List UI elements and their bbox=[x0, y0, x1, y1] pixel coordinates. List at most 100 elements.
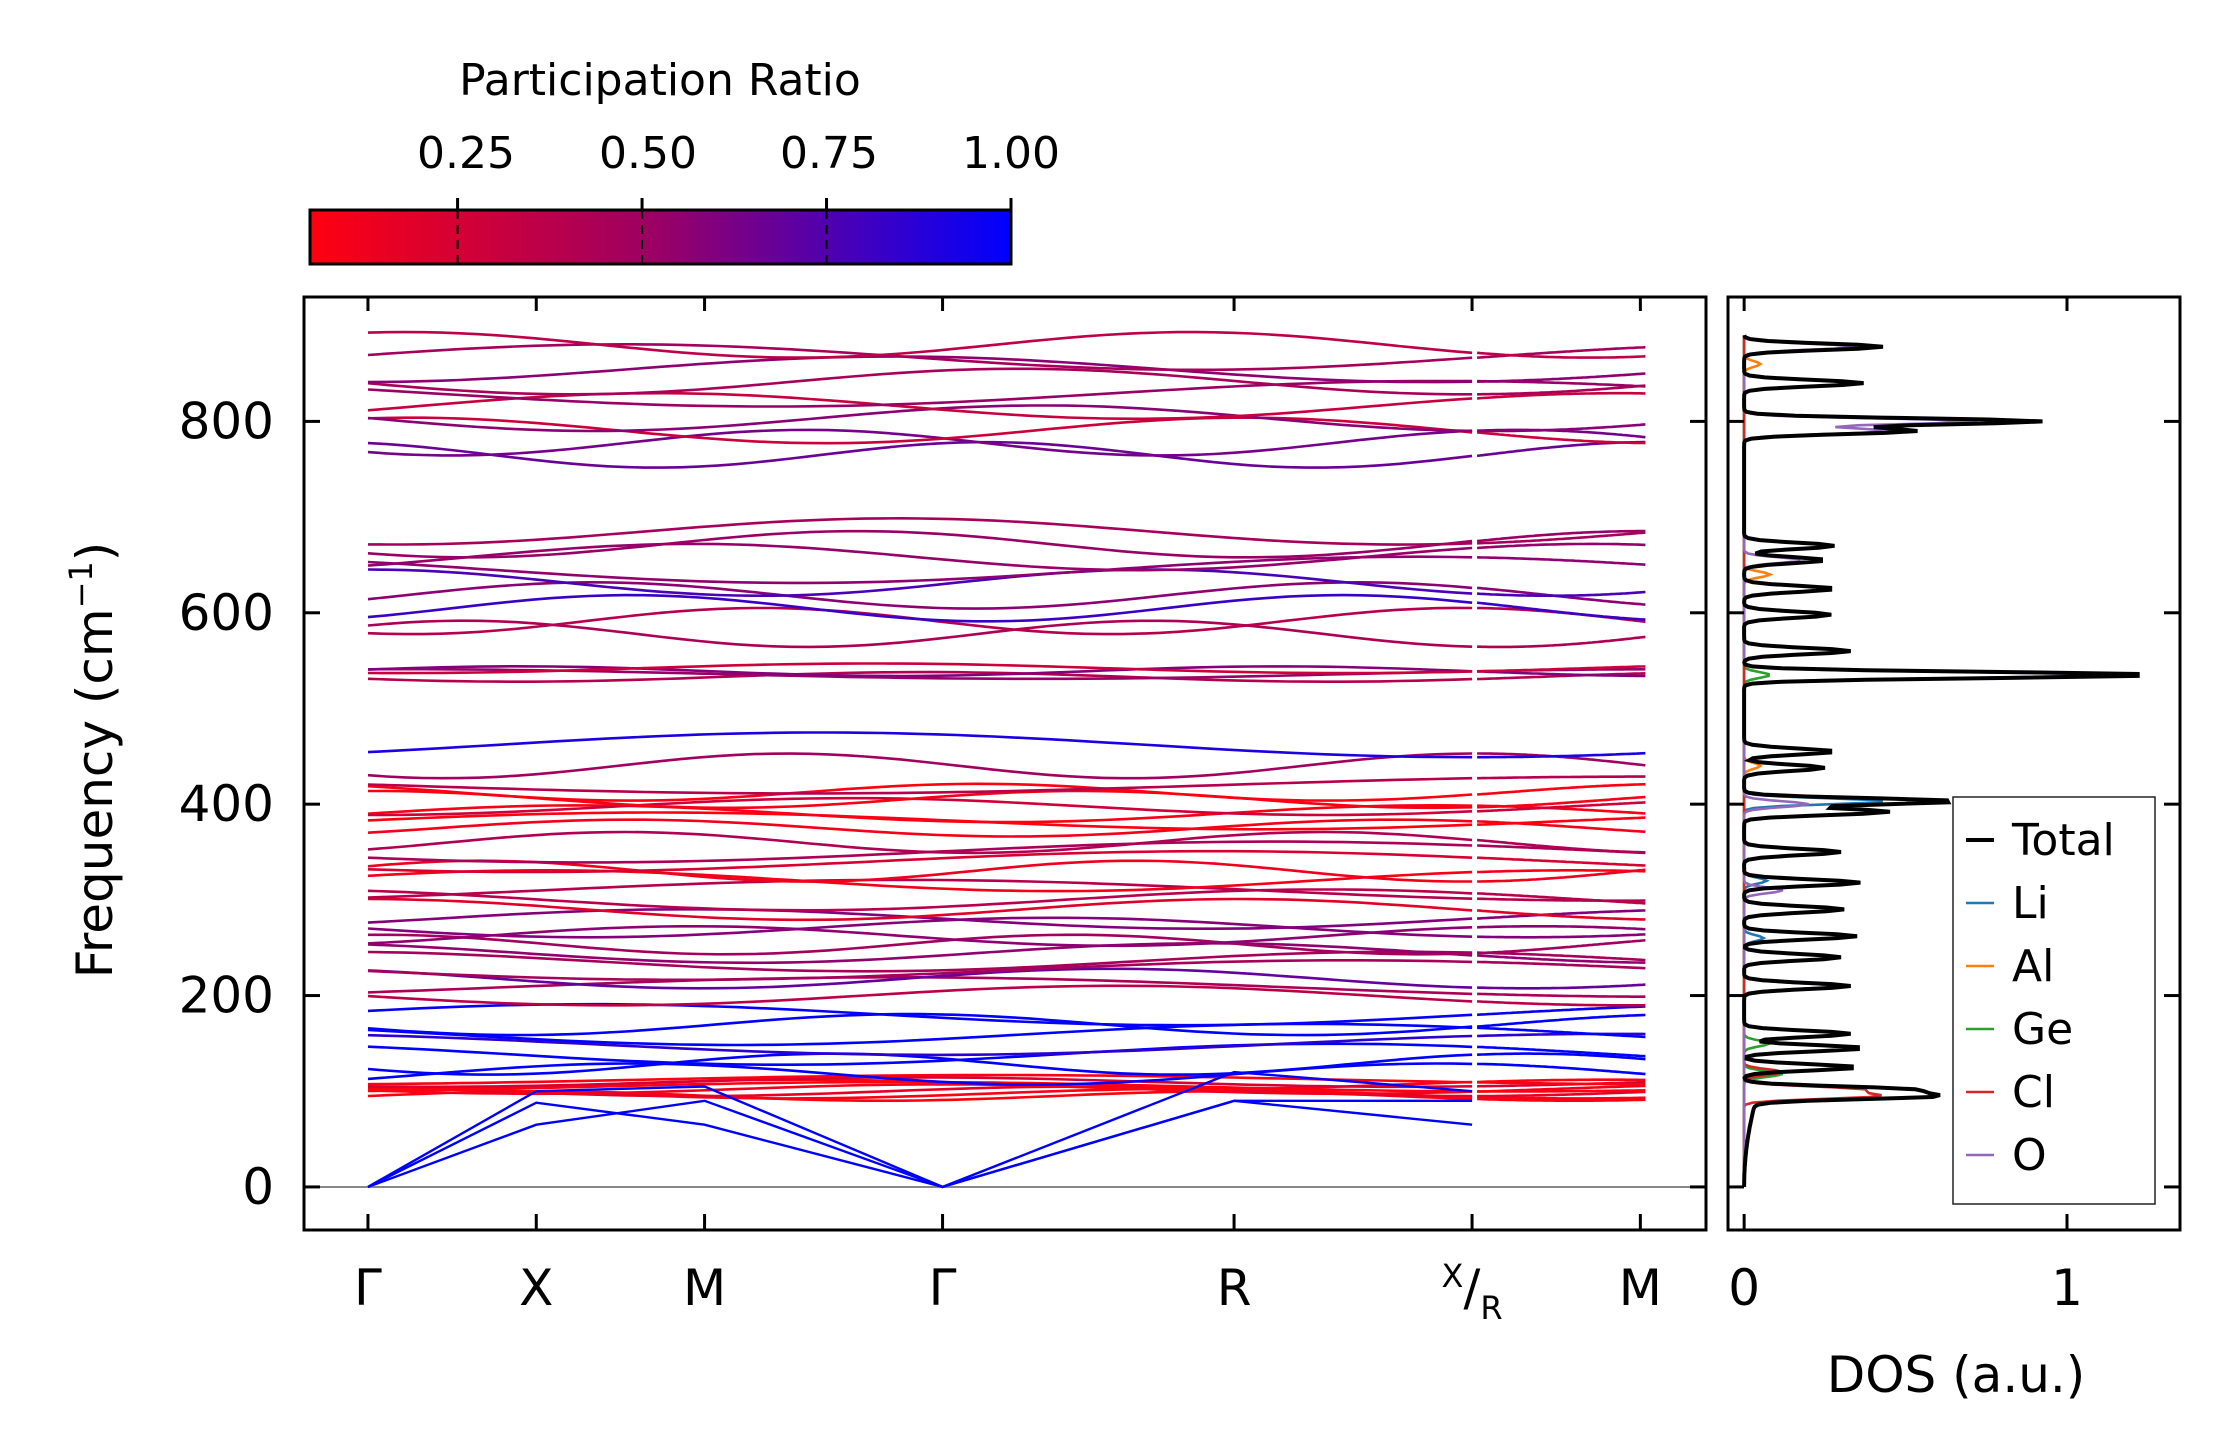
optical-band-O-band-2 bbox=[1477, 423, 1646, 433]
band-structure-panel: 0 200 400 600 800 Γ X M Γ R X/R M Frequency (cm−1) bbox=[62, 295, 1708, 1327]
k-point-label: M bbox=[1619, 1259, 1662, 1317]
y-tick-label: 200 bbox=[179, 967, 274, 1025]
optical-band-low-optic bbox=[1477, 1095, 1646, 1100]
optical-band-mid-optic-3 bbox=[367, 849, 1473, 874]
optical-band-low-optic bbox=[1477, 1089, 1646, 1093]
optical-band-O-band-1 bbox=[367, 606, 1473, 636]
y-tick-label: 800 bbox=[179, 392, 274, 450]
optical-band-O-band-1 bbox=[1476, 529, 1646, 543]
optical-band-O-band-1 bbox=[1477, 531, 1646, 545]
optical-band-O-band-1 bbox=[367, 516, 1473, 546]
colorbar: Participation Ratio 0.25 0.50 0.75 1.00 bbox=[308, 55, 1060, 266]
optical-band-O-band-2 bbox=[367, 330, 1473, 359]
legend-label-cl: Cl bbox=[2012, 1067, 2055, 1118]
optical-band-top-optic-1 bbox=[1477, 751, 1646, 759]
optical-band-low-optic bbox=[1477, 1081, 1646, 1086]
optical-band-top-optic-1 bbox=[367, 752, 1473, 780]
optical-band-Ge-O-band bbox=[1477, 670, 1646, 678]
optical-band-O-band-2 bbox=[367, 342, 1473, 372]
optical-band-O-band-1 bbox=[367, 568, 1473, 597]
optical-band-top-optic-1 bbox=[367, 731, 1473, 759]
dos-line-total bbox=[1742, 334, 2140, 1187]
optical-band-O-band-2 bbox=[367, 428, 1473, 457]
optical-band-mid-optic-2 bbox=[367, 984, 1473, 1007]
optical-band-mid-optic-2 bbox=[367, 967, 1473, 990]
band-axes: 0 200 400 600 800 Γ X M Γ R X/R M bbox=[179, 297, 1706, 1327]
optical-band-O-band-1 bbox=[1477, 556, 1646, 566]
band-lines bbox=[304, 330, 1706, 1187]
optical-band-O-band-2 bbox=[367, 379, 1473, 408]
legend-label-total: Total bbox=[2011, 815, 2115, 866]
optical-band-O-band-1 bbox=[367, 542, 1473, 572]
optical-band-mid-optic-2 bbox=[1477, 983, 1646, 990]
optical-band-mid-optic-3 bbox=[367, 878, 1473, 900]
optical-band-O-band-1 bbox=[1477, 542, 1646, 550]
optical-band-mid-optic-1 bbox=[1477, 1045, 1646, 1058]
y-tick-label: 0 bbox=[242, 1158, 274, 1216]
optical-band-mid-optic-4 bbox=[1477, 775, 1646, 780]
optical-band-mid-optic-2 bbox=[1477, 992, 1646, 998]
k-point-label: Γ bbox=[929, 1259, 957, 1317]
optical-band-mid-optic-1 bbox=[1477, 1062, 1646, 1076]
optical-band-Ge-O-band bbox=[367, 670, 1473, 683]
colorbar-tick-label: 0.75 bbox=[780, 128, 878, 179]
optical-band-O-band-2 bbox=[367, 355, 1473, 384]
optical-band-Ge-O-band bbox=[1477, 672, 1646, 681]
optical-band-mid-optic-1 bbox=[1477, 1052, 1646, 1061]
acoustic-TA1 bbox=[368, 1101, 1645, 1187]
optical-band-mid-optic-4 bbox=[1477, 783, 1646, 796]
colorbar-gradient bbox=[308, 208, 1013, 266]
optical-band-mid-optic-3 bbox=[367, 888, 1473, 912]
optical-band-mid-optic-4 bbox=[367, 818, 1473, 838]
optical-band-mid-optic-1 bbox=[1477, 1032, 1646, 1038]
colorbar-tick-labels: 0.25 0.50 0.75 1.00 bbox=[417, 128, 1060, 179]
optical-band-mid-optic-3 bbox=[1477, 868, 1646, 883]
dos-legend: Total Li Al Ge Cl O bbox=[1952, 796, 2156, 1205]
optical-band-low-optic bbox=[367, 1083, 1473, 1096]
optical-band-mid-optic-2 bbox=[1477, 1000, 1646, 1007]
acoustic-TA2 bbox=[368, 1101, 1645, 1187]
optical-band-mid-optic-3 bbox=[367, 897, 1473, 922]
optical-band-mid-optic-4 bbox=[367, 782, 1473, 802]
y-tick-label: 400 bbox=[179, 775, 274, 833]
optical-band-mid-optic-2 bbox=[1477, 954, 1646, 964]
optical-band-mid-optic-2 bbox=[367, 959, 1473, 982]
optical-band-mid-optic-3 bbox=[1476, 838, 1646, 854]
optical-band-mid-optic-2 bbox=[367, 942, 1473, 965]
optical-band-mid-optic-2 bbox=[1477, 951, 1646, 962]
optical-band-O-band-1 bbox=[367, 593, 1473, 623]
dos-x-axis-label: DOS (a.u.) bbox=[1827, 1346, 2086, 1404]
optical-band-mid-optic-4 bbox=[1477, 816, 1646, 826]
optical-band-mid-optic-1 bbox=[367, 1012, 1473, 1037]
optical-band-mid-optic-3 bbox=[1477, 856, 1646, 867]
legend-label-ge: Ge bbox=[2012, 1004, 2073, 1055]
acoustic-LA bbox=[368, 1072, 1645, 1187]
optical-band-O-band-1 bbox=[367, 619, 1473, 649]
band-frame bbox=[302, 295, 1708, 1232]
dos-x-tick-label: 1 bbox=[2051, 1259, 2083, 1317]
optical-band-O-band-1 bbox=[367, 529, 1473, 559]
optical-band-O-band-1 bbox=[367, 580, 1473, 610]
colorbar-title: Participation Ratio bbox=[459, 55, 861, 106]
optical-band-low-optic bbox=[1477, 1090, 1646, 1098]
optical-band-O-band-2 bbox=[1476, 351, 1646, 359]
optical-band-O-band-2 bbox=[367, 416, 1473, 445]
optical-band-O-band-2 bbox=[1476, 440, 1646, 458]
optical-band-mid-optic-2 bbox=[367, 908, 1473, 930]
optical-band-O-band-1 bbox=[1477, 635, 1646, 649]
optical-band-mid-optic-3 bbox=[367, 869, 1473, 893]
legend-frame bbox=[1952, 796, 2156, 1205]
optical-band-mid-optic-4 bbox=[367, 776, 1473, 795]
dos-x-tick-label: 0 bbox=[1728, 1259, 1760, 1317]
optical-band-mid-optic-3 bbox=[1477, 909, 1646, 921]
optical-band-O-band-1 bbox=[1477, 606, 1646, 624]
y-axis-label: Frequency (cm−1) bbox=[62, 542, 124, 979]
optical-band-O-band-2 bbox=[1477, 372, 1646, 383]
optical-band-low-optic bbox=[367, 1073, 1473, 1086]
optical-band-Ge-O-band bbox=[1477, 665, 1646, 673]
colorbar-tick-label: 0.50 bbox=[599, 128, 697, 179]
optical-band-mid-optic-2 bbox=[1477, 909, 1646, 920]
optical-band-Ge-O-band bbox=[367, 662, 1473, 675]
optical-band-mid-optic-2 bbox=[368, 933, 1473, 956]
